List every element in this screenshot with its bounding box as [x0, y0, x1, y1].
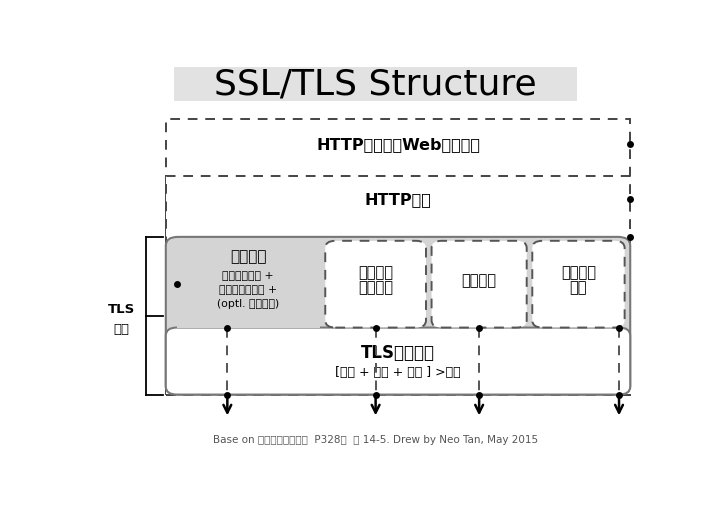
- Text: HTTP协议: HTTP协议: [365, 192, 432, 207]
- FancyBboxPatch shape: [326, 241, 426, 328]
- Text: 协议: 协议: [113, 323, 129, 336]
- FancyBboxPatch shape: [166, 176, 630, 395]
- Text: 协议: 协议: [570, 281, 587, 295]
- Text: SSL/TLS Structure: SSL/TLS Structure: [214, 67, 537, 101]
- FancyBboxPatch shape: [166, 328, 630, 395]
- FancyBboxPatch shape: [166, 237, 630, 395]
- FancyBboxPatch shape: [174, 68, 577, 101]
- FancyBboxPatch shape: [532, 241, 625, 328]
- Text: TLS记录协议: TLS记录协议: [361, 344, 435, 362]
- FancyBboxPatch shape: [432, 241, 527, 328]
- Text: TLS: TLS: [108, 303, 134, 316]
- Text: 变更协议: 变更协议: [358, 281, 393, 295]
- Text: 协商加密算法 +: 协商加密算法 +: [222, 271, 274, 281]
- Text: 交换并共享密钥 +: 交换并共享密钥 +: [219, 285, 277, 295]
- Text: 警告协议: 警告协议: [461, 273, 497, 288]
- Text: 密码规格: 密码规格: [358, 265, 393, 280]
- Text: Base on 《图解密码技术》  P328．  图 14-5. Drew by Neo Tan, May 2015: Base on 《图解密码技术》 P328． 图 14-5. Drew by N…: [213, 435, 538, 445]
- FancyBboxPatch shape: [177, 241, 320, 328]
- Text: HTTP客户端（Web浏览器）: HTTP客户端（Web浏览器）: [316, 137, 480, 152]
- Text: [压缩 + 加密 + 认证 ] >数据: [压缩 + 加密 + 认证 ] >数据: [335, 367, 461, 379]
- FancyBboxPatch shape: [166, 119, 630, 395]
- Text: 握手协议: 握手协议: [230, 249, 266, 264]
- Text: (optl. 验证证书): (optl. 验证证书): [217, 299, 279, 309]
- Text: 应用数据: 应用数据: [561, 265, 596, 280]
